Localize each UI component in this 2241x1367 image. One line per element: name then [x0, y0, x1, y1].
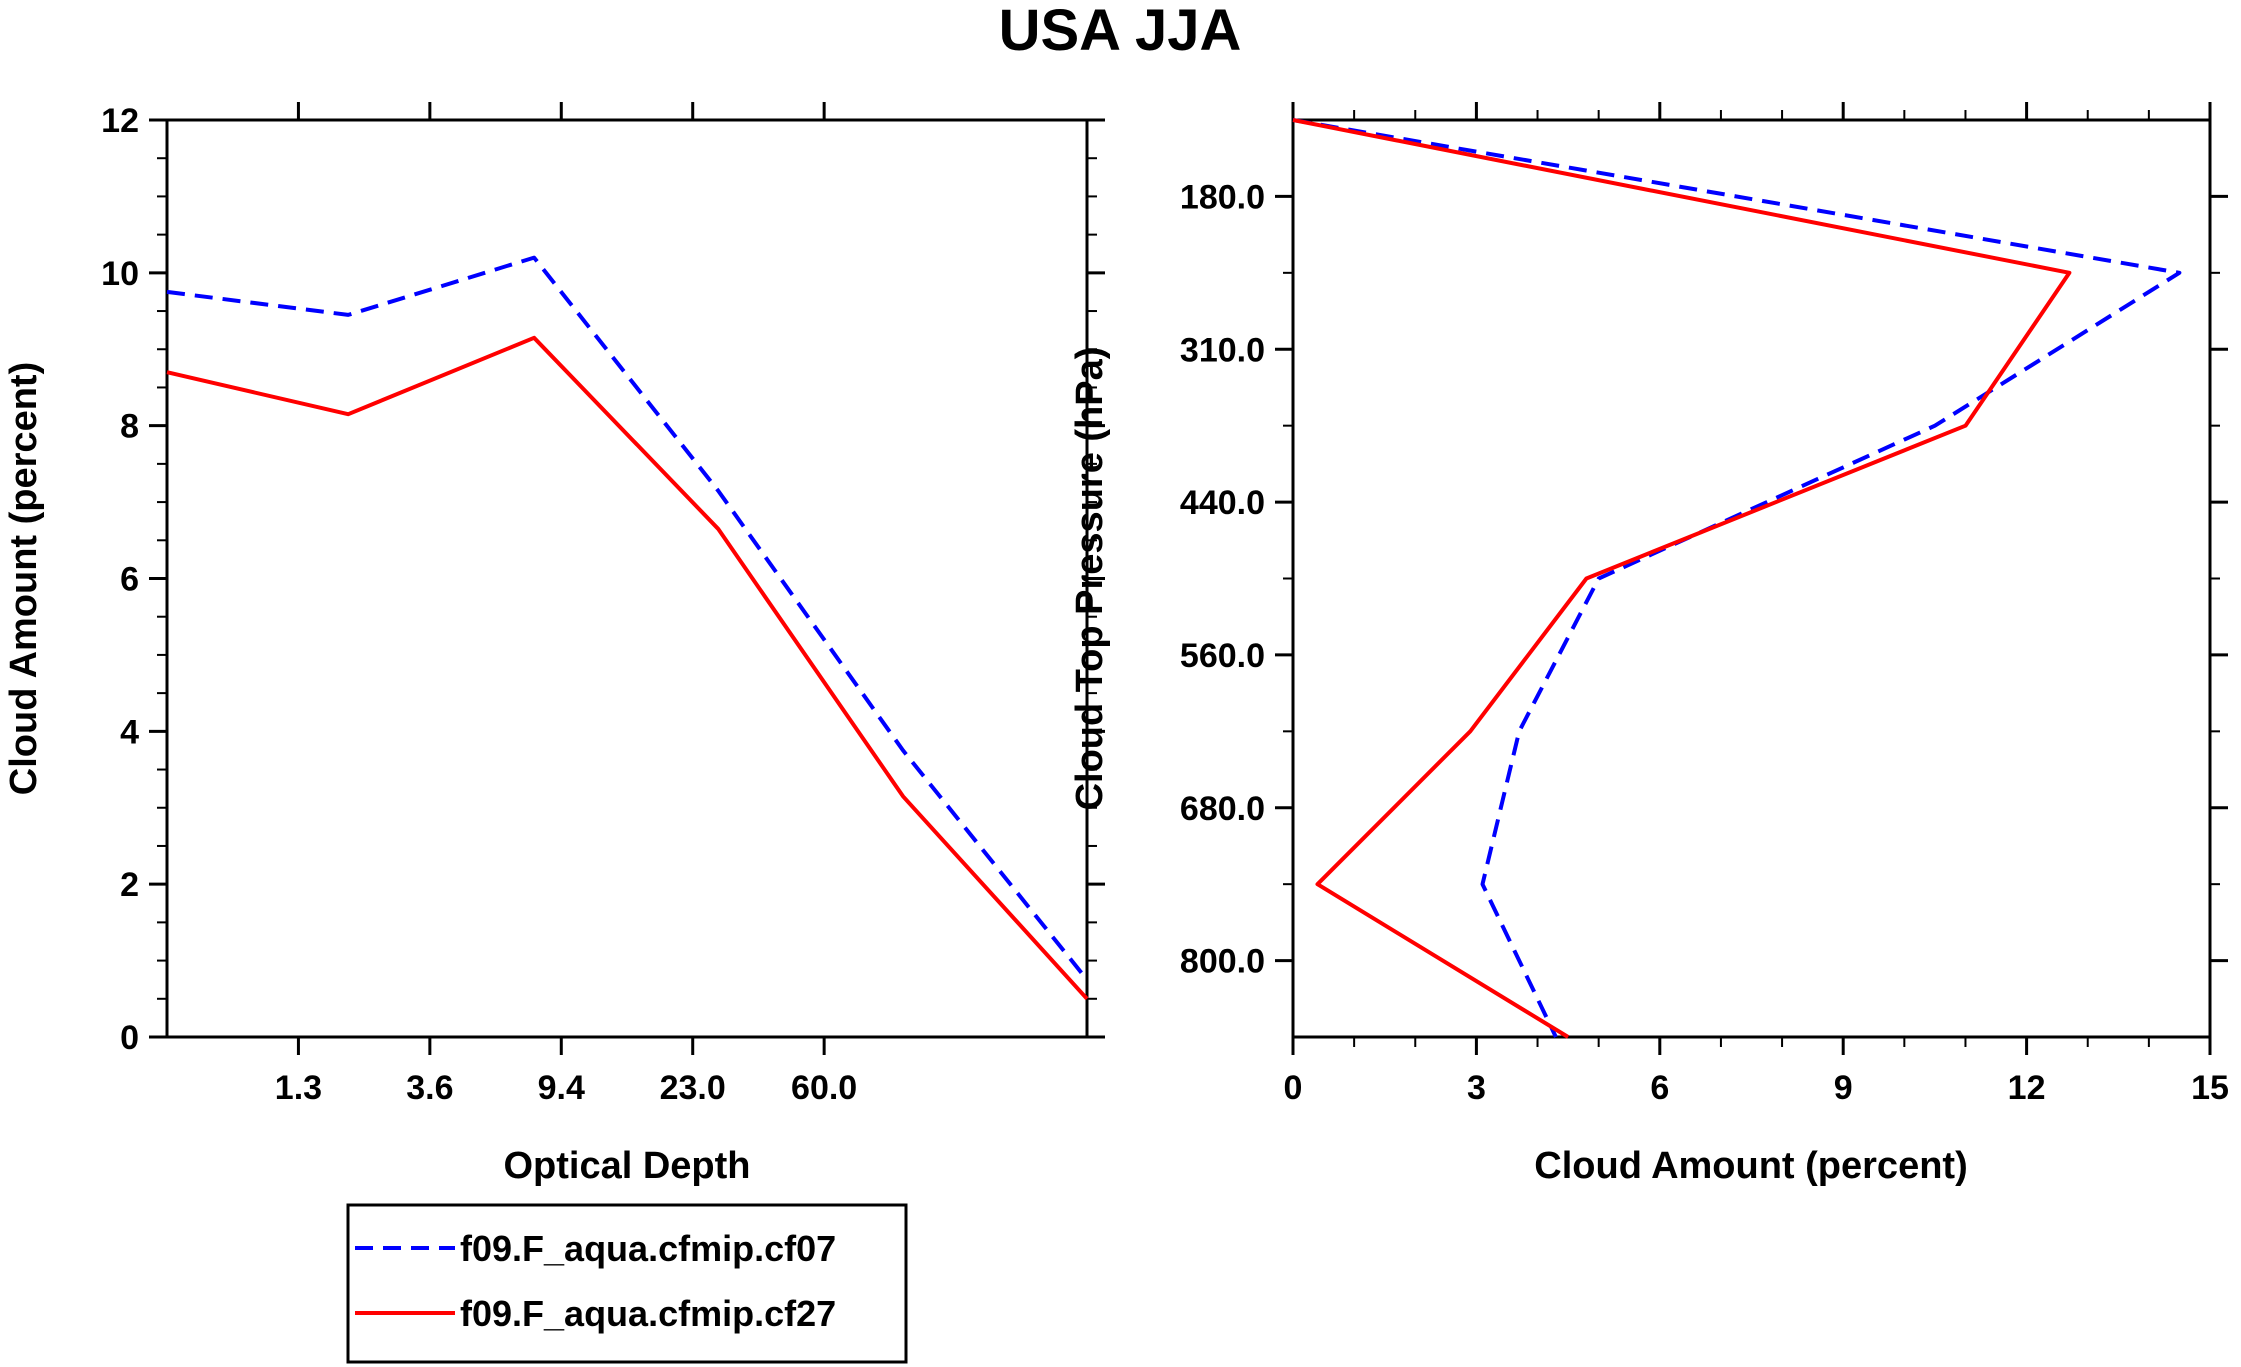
left-y-tick-label: 10	[101, 255, 139, 293]
left-x-tick-label: 3.6	[406, 1069, 453, 1107]
left-series-line-0	[166, 255, 1089, 981]
left-panel: 0 2 4 6 8 10 12 1.3 3.6 9.4 23.0 60.0 Optical Depth C…	[3, 102, 1105, 1187]
right-x-tick-label: 0	[1284, 1069, 1303, 1107]
right-x-axis-label: Cloud Amount (percent)	[1534, 1145, 1967, 1187]
chart-title: USA JJA	[999, 0, 1242, 63]
left-x-tick-label: 9.4	[538, 1069, 585, 1107]
right-y-tick-label: 310.0	[1180, 331, 1265, 369]
left-x-axis-label: Optical Depth	[503, 1145, 750, 1187]
left-y-axis-label: Cloud Amount (percent)	[3, 362, 45, 795]
right-plot-frame	[1291, 118, 2212, 1039]
left-plot-frame	[165, 118, 1089, 1039]
right-y-tick-label: 560.0	[1180, 637, 1265, 675]
right-panel: 0 3 6 9 12 15 180.0 310.0 440.0 560.0 680.0 800.0 Cl…	[1069, 102, 2229, 1187]
right-x-tick-label: 15	[2191, 1069, 2229, 1107]
left-y-tick-label: 4	[120, 713, 139, 751]
right-x-tick-label: 12	[2008, 1069, 2046, 1107]
right-y-tick-label: 800.0	[1180, 943, 1265, 981]
right-series-line-0	[1292, 118, 2182, 1038]
right-x-tick-label: 3	[1467, 1069, 1486, 1107]
right-y-tick-label: 440.0	[1180, 484, 1265, 522]
right-y-tick-label: 180.0	[1180, 178, 1265, 216]
legend-label-cf07: f09.F_aqua.cfmip.cf07	[460, 1228, 836, 1269]
left-y-tick-label: 2	[120, 866, 139, 904]
legend-label-cf27: f09.F_aqua.cfmip.cf27	[460, 1293, 836, 1334]
right-x-tick-label: 9	[1834, 1069, 1853, 1107]
right-x-tick-label: 6	[1650, 1069, 1669, 1107]
legend-box	[346, 1203, 908, 1364]
left-x-tick-label: 23.0	[660, 1069, 726, 1107]
left-y-tick-label: 8	[120, 408, 139, 446]
left-y-tick-label: 0	[120, 1019, 139, 1057]
left-y-tick-label: 12	[101, 102, 139, 140]
left-x-tick-label: 1.3	[275, 1069, 322, 1107]
right-y-tick-label: 680.0	[1180, 790, 1265, 828]
right-series-line-1	[1292, 118, 2072, 1039]
left-series-line-1	[166, 335, 1089, 1001]
legend: f09.F_aqua.cfmip.cf07 f09.F_aqua.cfmip.c…	[346, 1203, 908, 1364]
left-x-tick-label: 60.0	[791, 1069, 857, 1107]
right-y-axis-label: Cloud Top Pressure (hPa)	[1069, 347, 1111, 811]
left-y-tick-label: 6	[120, 561, 139, 599]
